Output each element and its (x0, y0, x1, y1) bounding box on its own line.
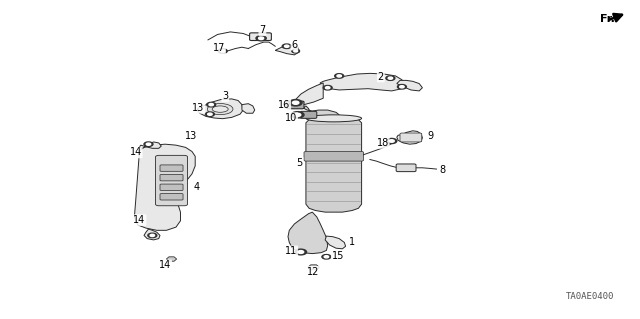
Circle shape (289, 100, 302, 106)
FancyBboxPatch shape (160, 184, 183, 190)
Text: Fr.: Fr. (600, 14, 615, 24)
Circle shape (326, 86, 330, 89)
Text: 17: 17 (212, 43, 225, 54)
Text: 4: 4 (194, 182, 200, 192)
Polygon shape (288, 212, 328, 254)
Ellipse shape (306, 115, 362, 122)
Text: 2: 2 (378, 71, 384, 82)
Circle shape (386, 76, 395, 80)
Text: 6: 6 (291, 40, 298, 50)
Text: 10: 10 (285, 113, 298, 123)
FancyBboxPatch shape (286, 101, 304, 109)
Circle shape (335, 74, 344, 78)
Text: 12: 12 (307, 267, 320, 277)
FancyBboxPatch shape (304, 152, 364, 161)
Polygon shape (197, 99, 243, 119)
Ellipse shape (207, 103, 233, 115)
Circle shape (298, 251, 303, 253)
Circle shape (323, 85, 332, 90)
Text: 9: 9 (427, 130, 433, 141)
Polygon shape (144, 229, 160, 240)
Circle shape (294, 113, 301, 116)
Polygon shape (134, 144, 195, 230)
FancyBboxPatch shape (160, 165, 183, 171)
FancyBboxPatch shape (396, 164, 416, 172)
Circle shape (144, 142, 153, 146)
Text: 7: 7 (259, 25, 266, 35)
Circle shape (147, 143, 151, 145)
Text: 11: 11 (285, 246, 298, 256)
Text: 1: 1 (349, 237, 355, 248)
Circle shape (218, 49, 227, 53)
Circle shape (205, 112, 214, 116)
Polygon shape (275, 45, 300, 55)
Circle shape (291, 112, 304, 118)
Polygon shape (397, 80, 422, 91)
Circle shape (292, 49, 300, 53)
Circle shape (387, 138, 397, 144)
Circle shape (324, 256, 329, 258)
Polygon shape (306, 117, 362, 212)
Polygon shape (308, 265, 319, 270)
Circle shape (282, 44, 291, 48)
Circle shape (150, 234, 155, 237)
Circle shape (259, 37, 264, 40)
Text: 3: 3 (222, 91, 228, 101)
Text: 18: 18 (376, 138, 389, 148)
Text: 15: 15 (332, 251, 344, 261)
FancyBboxPatch shape (156, 155, 188, 206)
FancyBboxPatch shape (250, 33, 271, 41)
Polygon shape (325, 236, 346, 249)
Circle shape (292, 101, 299, 104)
FancyBboxPatch shape (160, 194, 183, 200)
Circle shape (389, 140, 394, 142)
Text: 8: 8 (440, 165, 446, 175)
Polygon shape (166, 257, 177, 261)
Text: 14: 14 (133, 215, 146, 225)
Circle shape (388, 77, 393, 79)
Polygon shape (242, 104, 255, 113)
Polygon shape (140, 142, 161, 148)
Text: 5: 5 (296, 158, 303, 168)
FancyBboxPatch shape (160, 174, 183, 181)
Polygon shape (294, 83, 323, 106)
FancyBboxPatch shape (400, 133, 422, 142)
Text: 13: 13 (192, 103, 205, 113)
Circle shape (207, 113, 212, 115)
Circle shape (148, 233, 157, 238)
Text: 13: 13 (184, 131, 197, 141)
Text: 16: 16 (278, 100, 291, 110)
Circle shape (399, 85, 404, 88)
Circle shape (285, 45, 289, 47)
Polygon shape (397, 131, 422, 144)
Circle shape (209, 103, 214, 106)
Text: TA0AE0400: TA0AE0400 (566, 293, 614, 301)
Circle shape (220, 50, 225, 52)
Text: 14: 14 (159, 260, 172, 271)
Polygon shape (320, 73, 404, 91)
FancyBboxPatch shape (300, 111, 317, 118)
Circle shape (294, 50, 298, 52)
Polygon shape (304, 106, 339, 119)
Ellipse shape (212, 106, 228, 112)
Text: 14: 14 (129, 147, 142, 158)
Circle shape (256, 36, 266, 41)
Circle shape (337, 75, 342, 77)
Circle shape (295, 249, 307, 255)
Circle shape (397, 85, 406, 89)
Circle shape (322, 255, 331, 259)
Circle shape (207, 102, 216, 107)
